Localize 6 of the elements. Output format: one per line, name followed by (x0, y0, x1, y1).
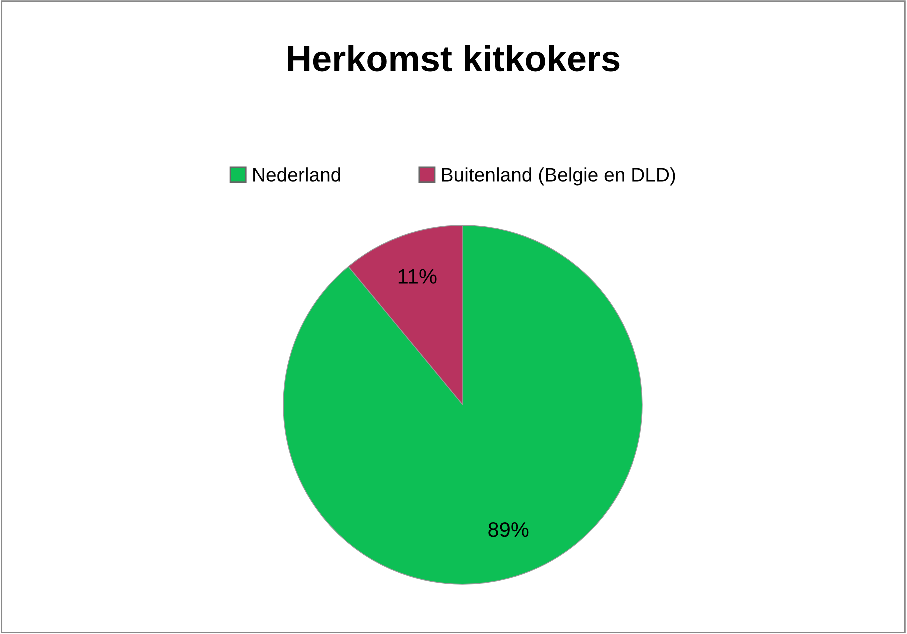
data-label: 89% (488, 522, 529, 538)
chart-title: Herkomst kitkokers (288, 45, 620, 72)
pie-slice (283, 225, 643, 585)
legend-label: Nederland (254, 168, 340, 182)
data-label: 11% (398, 269, 437, 284)
legend-label: Buitenland (Belgie en DLD) (442, 168, 676, 186)
